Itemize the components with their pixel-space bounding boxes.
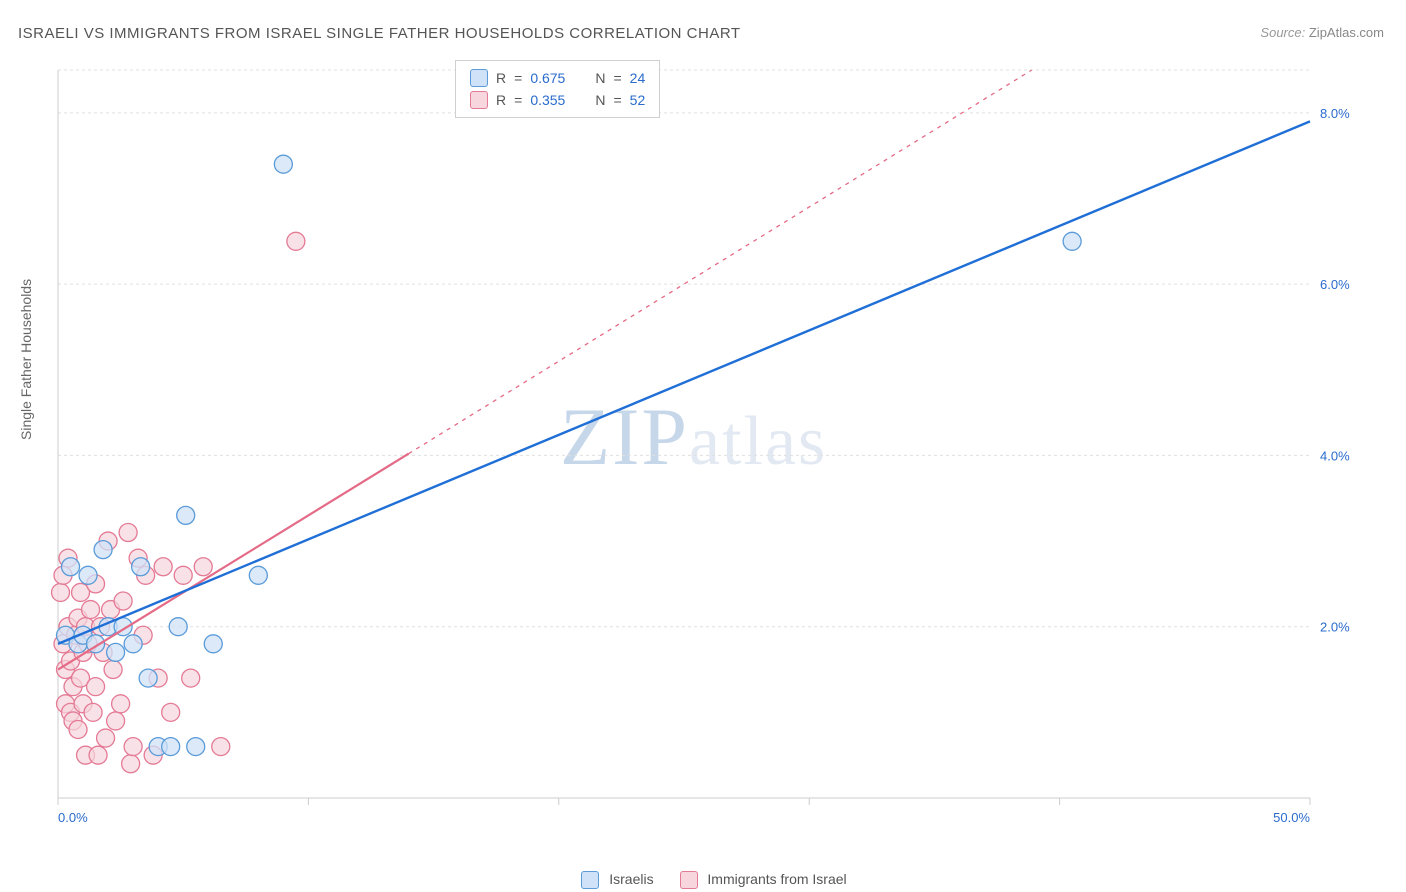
- stat-r-label: R: [496, 70, 506, 86]
- stat-r-value: 0.355: [530, 92, 565, 108]
- stat-n-value: 52: [630, 92, 646, 108]
- svg-text:6.0%: 6.0%: [1320, 277, 1350, 292]
- legend-label-immigrants: Immigrants from Israel: [707, 871, 846, 887]
- stat-n-label: N: [595, 70, 605, 86]
- stats-row-pink: R = 0.355 N = 52: [470, 89, 645, 111]
- svg-text:50.0%: 50.0%: [1273, 810, 1310, 825]
- legend-swatch-blue-icon: [581, 871, 599, 889]
- scatter-chart: 2.0% 4.0% 6.0% 8.0% 0.0% 50.0%: [50, 58, 1370, 838]
- svg-text:4.0%: 4.0%: [1320, 448, 1350, 463]
- chart-title: ISRAELI VS IMMIGRANTS FROM ISRAEL SINGLE…: [18, 25, 741, 42]
- chart-area: 2.0% 4.0% 6.0% 8.0% 0.0% 50.0%: [50, 58, 1370, 838]
- legend-bottom: Israelis Immigrants from Israel: [0, 871, 1406, 889]
- swatch-pink-icon: [470, 91, 488, 109]
- stat-n-label: N: [595, 92, 605, 108]
- stat-n-value: 24: [630, 70, 646, 86]
- legend-swatch-pink-icon: [680, 871, 698, 889]
- stats-row-blue: R = 0.675 N = 24: [470, 67, 645, 89]
- swatch-blue-icon: [470, 69, 488, 87]
- svg-text:8.0%: 8.0%: [1320, 106, 1350, 121]
- svg-text:0.0%: 0.0%: [58, 810, 88, 825]
- svg-text:2.0%: 2.0%: [1320, 620, 1350, 635]
- source-attribution: Source: ZipAtlas.com: [1260, 25, 1384, 40]
- y-axis-title: Single Father Households: [18, 279, 34, 440]
- source-label: Source:: [1260, 25, 1305, 40]
- stat-r-value: 0.675: [530, 70, 565, 86]
- stat-r-label: R: [496, 92, 506, 108]
- source-value: ZipAtlas.com: [1309, 25, 1384, 40]
- stats-box: R = 0.675 N = 24 R = 0.355 N = 52: [455, 60, 660, 118]
- legend-label-israelis: Israelis: [609, 871, 653, 887]
